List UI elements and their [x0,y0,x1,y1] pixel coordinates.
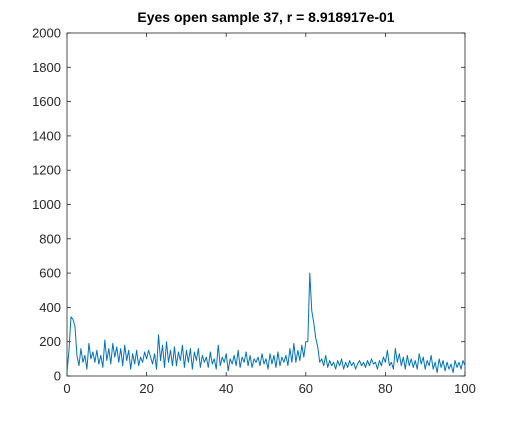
x-tick-label: 100 [454,381,476,396]
plot-area-box [66,32,466,377]
y-tick-label: 1200 [32,163,61,178]
x-tick-label: 80 [378,381,392,396]
y-tick-label: 600 [39,266,61,281]
y-tick-label: 1600 [32,94,61,109]
y-tick-label: 0 [54,369,61,384]
x-tick-label: 60 [299,381,313,396]
y-tick-label: 1400 [32,128,61,143]
x-tick-label: 20 [139,381,153,396]
x-tick-label: 0 [63,381,70,396]
y-tick-label: 800 [39,231,61,246]
y-tick-label: 2000 [32,26,61,41]
y-tick-label: 200 [39,334,61,349]
y-tick-label: 1000 [32,197,61,212]
series-line [66,272,466,374]
chart-title: Eyes open sample 37, r = 8.918917e-01 [137,9,395,25]
y-tick-label: 1800 [32,60,61,75]
x-tick-label: 40 [219,381,233,396]
y-tick-label: 400 [39,300,61,315]
